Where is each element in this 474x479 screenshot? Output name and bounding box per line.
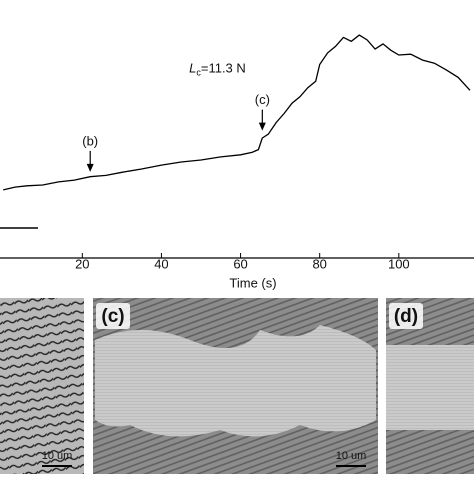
- x-tick-label: 40: [154, 256, 168, 271]
- arrow-head: [258, 122, 266, 131]
- critical-load-part: L: [189, 61, 196, 76]
- arrow-head: [86, 163, 94, 172]
- wear-track: [95, 325, 376, 437]
- critical-load: Lc=11.3 N: [189, 61, 246, 78]
- panel-label-bg: [96, 303, 130, 329]
- x-axis-label: Time (s): [229, 275, 276, 290]
- x-tick-label: 20: [75, 256, 89, 271]
- wear-track: [386, 345, 474, 430]
- data-line: [3, 34, 471, 191]
- x-tick-label: 100: [388, 256, 410, 271]
- critical-load-part: c: [196, 68, 201, 78]
- panel-label-bg: [389, 303, 423, 329]
- scale-bar-label: 10 um: [336, 450, 367, 462]
- micrograph: [0, 298, 84, 474]
- panel-label: (d): [394, 306, 418, 327]
- annotation: (b): [82, 133, 98, 148]
- annotation: (c): [255, 92, 270, 107]
- x-tick-label: 60: [233, 256, 247, 271]
- micrograph-panels: 10 um (c) 10 um (d): [0, 298, 474, 474]
- critical-load-part: =11.3 N: [201, 61, 246, 76]
- x-tick-label: 80: [312, 256, 326, 271]
- scale-bar-label: 10 um: [42, 450, 73, 462]
- panel-label: (c): [101, 306, 124, 327]
